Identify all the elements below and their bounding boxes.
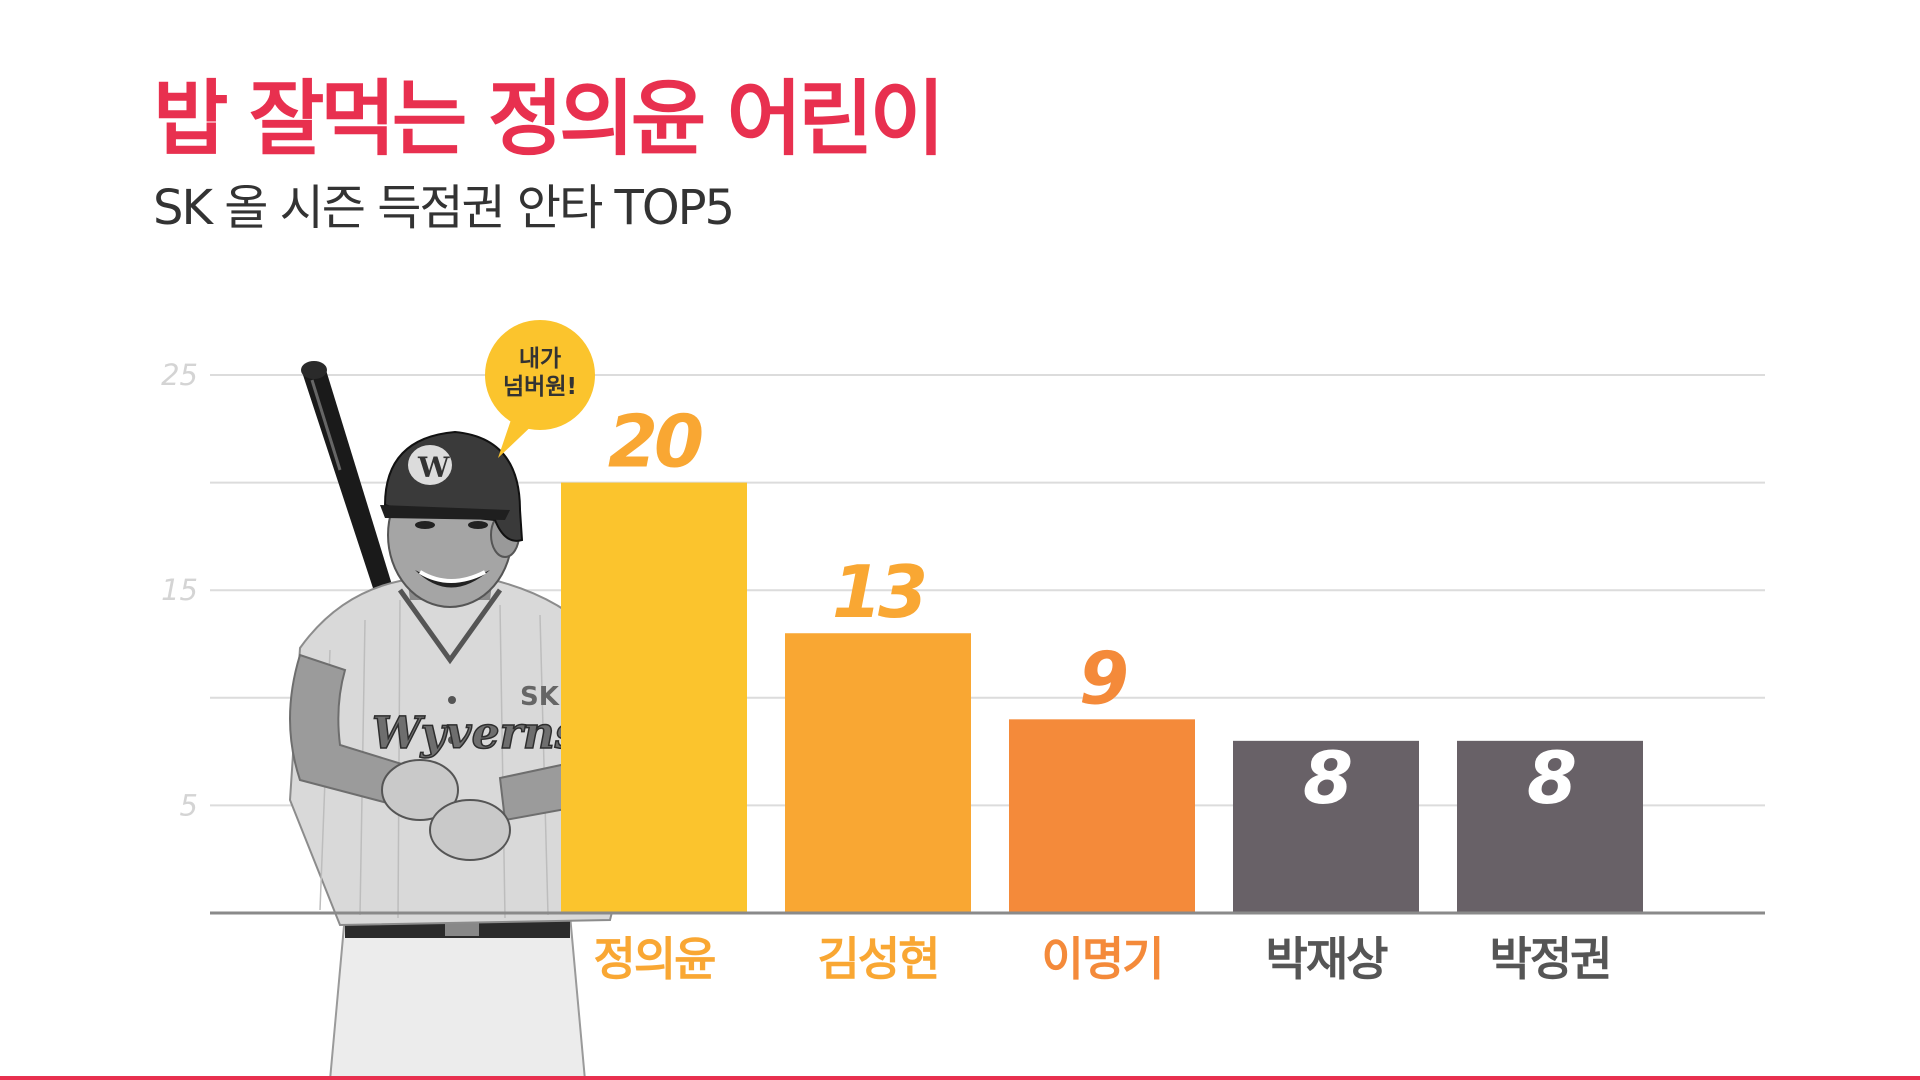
category-label: 정의윤: [594, 932, 716, 986]
value-label: 8: [1527, 736, 1575, 820]
value-label: 9: [1079, 636, 1126, 720]
y-tick-label: 15: [161, 573, 198, 607]
jersey-team-text: Wyverns: [372, 708, 580, 759]
bar: [561, 482, 747, 913]
category-labels: 정의윤 김성현 이명기 박재상 박정권: [594, 932, 1613, 986]
bar: [1457, 740, 1643, 913]
bars: 20 13 9 8 8: [561, 400, 1643, 913]
chart-subtitle: SK 올 시즌 득점권 안타 TOP5: [153, 180, 735, 236]
speech-bubble-line1: 내가: [519, 346, 561, 372]
bottom-accent-line: [0, 1076, 1920, 1080]
value-label: 8: [1303, 736, 1351, 820]
category-label: 박재상: [1266, 932, 1389, 986]
helmet-logo-text: W: [417, 451, 450, 484]
player-illustration: Wyverns SK W: [288, 361, 642, 1080]
y-axis-ticks: 25 15 5: [161, 358, 198, 822]
value-label: 20: [608, 400, 702, 484]
category-label: 이명기: [1042, 932, 1163, 986]
speech-bubble: 내가 넘버원!: [485, 320, 595, 458]
y-tick-label: 25: [161, 358, 198, 392]
bar: [785, 633, 971, 913]
y-tick-label: 5: [180, 788, 198, 822]
bar: [1233, 740, 1419, 913]
speech-bubble-line2: 넘버원!: [503, 374, 577, 400]
category-label: 김성현: [818, 932, 939, 986]
value-label: 13: [832, 550, 924, 634]
chart-title: 밥 잘먹는 정의윤 어린이: [153, 72, 945, 167]
category-label: 박정권: [1490, 932, 1611, 986]
jersey-sk-text: SK: [520, 682, 560, 712]
bar: [1009, 719, 1195, 913]
